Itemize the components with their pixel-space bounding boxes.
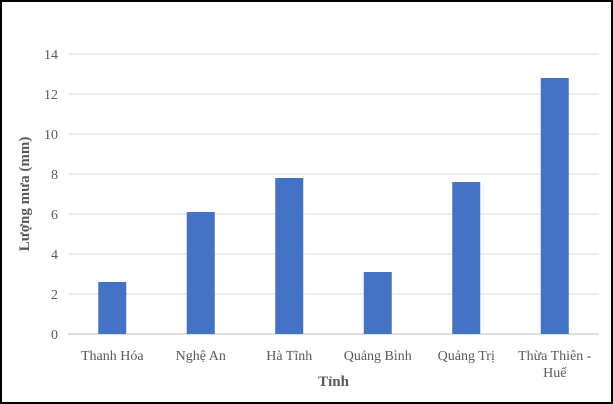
bar: [275, 178, 304, 334]
y-tick-label: 0: [51, 328, 58, 343]
x-tick-label: Thừa Thiên -Huế: [518, 349, 592, 381]
y-axis-title: Lượng mưa (mm): [17, 137, 33, 252]
y-tick-label: 14: [44, 48, 58, 63]
y-tick-label: 4: [51, 248, 58, 263]
x-tick-label: Quảng Trị: [438, 349, 495, 364]
x-tick-label: Hà Tĩnh: [266, 349, 312, 364]
bar: [363, 272, 392, 334]
bar: [186, 212, 215, 334]
x-axis-title: Tỉnh: [318, 374, 350, 390]
y-tick-label: 12: [44, 88, 58, 103]
y-tick-label: 10: [44, 128, 58, 143]
bar: [98, 282, 127, 334]
x-tick-label: Nghệ An: [176, 349, 226, 364]
y-tick-label: 2: [51, 288, 58, 303]
y-tick-label: 8: [51, 168, 58, 183]
bar: [452, 182, 481, 334]
x-tick-label: Thanh Hóa: [81, 349, 144, 364]
x-tick-label: Quảng Bình: [344, 349, 412, 364]
bar: [540, 78, 569, 334]
y-tick-label: 6: [51, 208, 58, 223]
